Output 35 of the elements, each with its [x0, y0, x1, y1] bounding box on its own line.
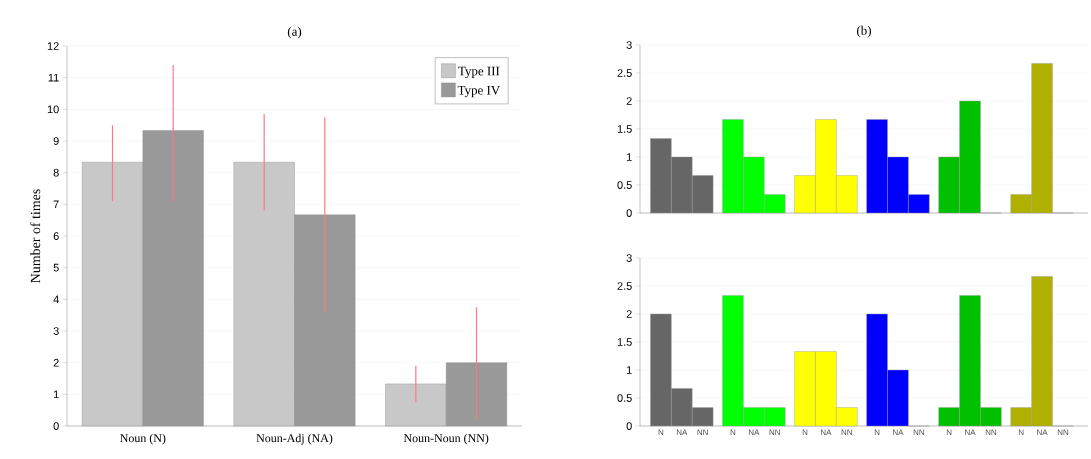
- y-tick-label: 2: [53, 358, 59, 367]
- y-tick-label: 3: [53, 327, 59, 335]
- y-tick-label: 12: [47, 42, 59, 50]
- legend-label: Type III: [458, 66, 500, 79]
- y-tick-label: 10: [47, 105, 59, 114]
- y-tick-label: 1: [626, 153, 632, 161]
- y-tick-label: 0: [53, 422, 59, 430]
- y-tick-label: 3: [626, 254, 632, 262]
- y-tick-label: 8: [53, 168, 59, 177]
- y-tick-label: 0: [626, 422, 632, 430]
- y-tick-label: 9: [53, 137, 59, 145]
- y-tick-label: 11: [48, 73, 59, 82]
- y-tick-label: 1: [626, 366, 632, 374]
- x-tick-label: Noun-Adj (NA): [256, 433, 333, 445]
- x-tick-label: Noun-Noun (NN): [403, 433, 489, 445]
- y-tick-label: 7: [53, 200, 59, 209]
- y-tick-label: 0.5: [617, 394, 632, 402]
- y-tick-label: 0.5: [617, 181, 632, 189]
- y-tick-label: 3: [626, 41, 632, 49]
- y-tick-label: 4: [53, 295, 59, 304]
- y-tick-label: 2.5: [617, 69, 632, 77]
- chart-title: (b): [857, 25, 871, 38]
- y-tick-label: 2.5: [617, 282, 632, 290]
- y-tick-label: 2: [626, 97, 632, 105]
- y-tick-label: 0: [626, 209, 632, 217]
- y-tick-label: 6: [53, 232, 59, 240]
- chart-title: (a): [287, 26, 302, 39]
- y-tick-label: 5: [53, 263, 59, 272]
- legend-label: Type IV: [457, 85, 501, 98]
- x-tick-label: Noun (N): [120, 433, 166, 445]
- y-tick-label: 1: [53, 390, 59, 399]
- y-tick-label: 1.5: [617, 338, 632, 346]
- y-axis-title: Number of times: [30, 189, 41, 283]
- y-tick-label: 2: [626, 310, 632, 318]
- y-tick-label: 1.5: [617, 125, 632, 133]
